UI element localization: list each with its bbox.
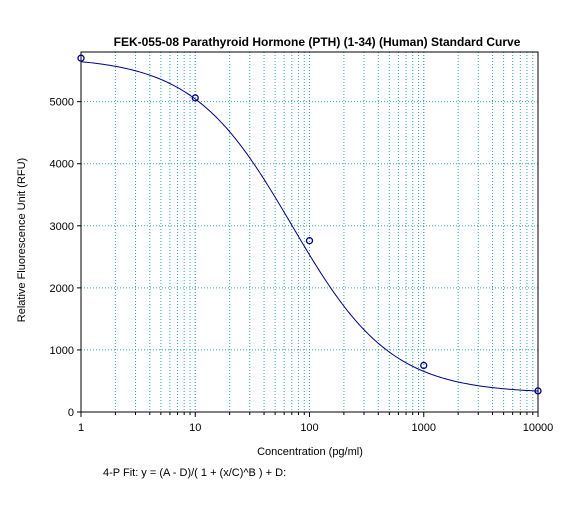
x-tick-label: 1000: [412, 422, 436, 434]
y-axis-label: Relative Fluorescence Unit (RFU): [16, 158, 28, 322]
y-tick-label: 4000: [50, 159, 74, 171]
fit-curve: [80, 61, 539, 392]
x-tick-label: 10000: [523, 422, 554, 434]
y-tick-label: 0: [68, 407, 74, 419]
y-tick-label: 5000: [50, 97, 74, 109]
y-tick-label: 1000: [50, 345, 74, 357]
y-axis-ticks: 0 1000 2000 3000 4000 5000: [50, 97, 81, 419]
data-point: [77, 54, 85, 62]
y-tick-label: 2000: [50, 283, 74, 295]
chart-title: FEK-055-08 Parathyroid Hormone (PTH) (1-…: [114, 35, 521, 49]
data-point: [420, 361, 428, 370]
grid-lines: [81, 52, 538, 412]
data-point: [305, 237, 314, 245]
y-tick-label: 3000: [50, 221, 74, 233]
x-tick-label: 1: [78, 422, 84, 434]
x-axis-ticks: 1 10 100 1000 10000: [78, 412, 553, 434]
x-axis-label: Concentration (pg/ml): [257, 446, 363, 458]
fit-equation: 4-P Fit: y = (A - D)/( 1 + (x/C)^B ) + D…: [103, 467, 287, 479]
x-tick-label: 10: [189, 422, 201, 434]
data-point: [191, 94, 199, 102]
x-tick-label: 100: [300, 422, 318, 434]
data-point: [534, 387, 542, 395]
data-points: [77, 54, 542, 395]
